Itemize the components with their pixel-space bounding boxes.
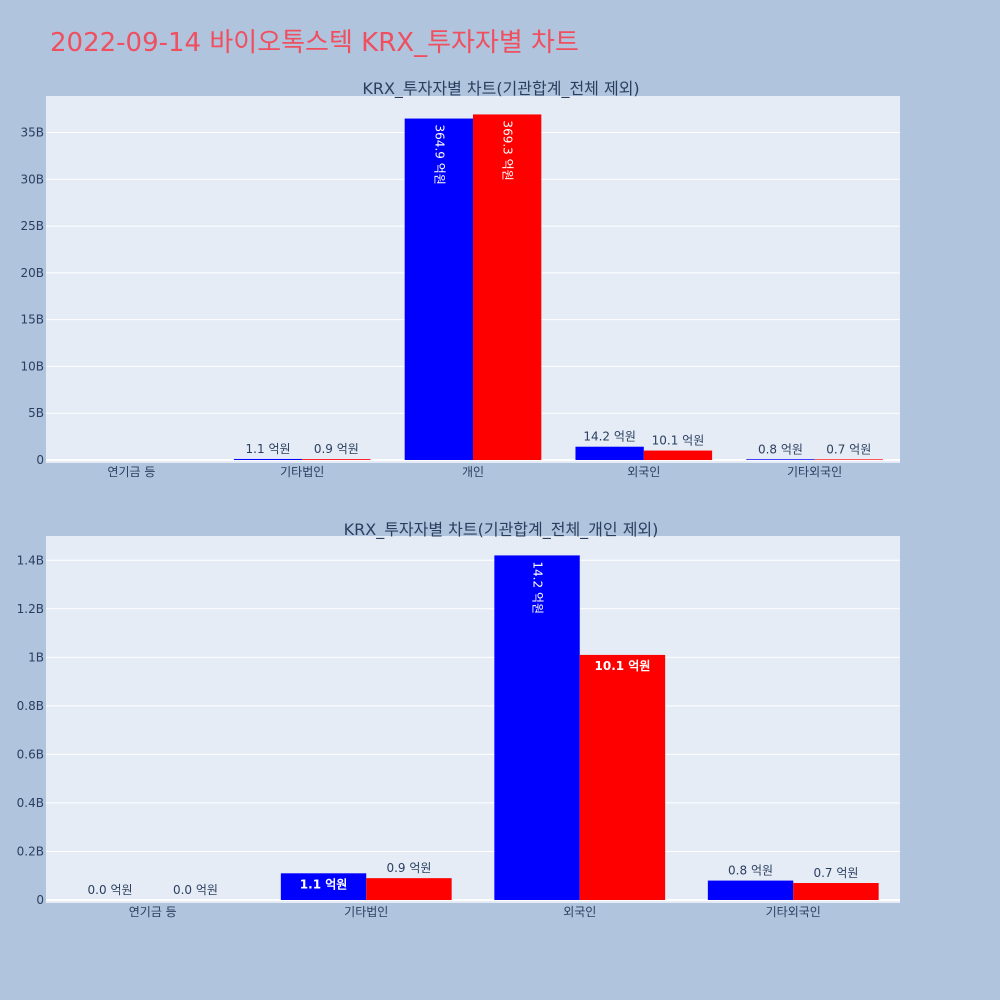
page-title: 2022-09-14 바이오톡스텍 KRX_투자자별 차트	[50, 28, 579, 58]
y-tick-label: 0.2B	[17, 844, 44, 858]
plot-area	[46, 536, 900, 903]
y-tick-label: 15B	[20, 313, 44, 327]
bar	[707, 880, 794, 900]
y-tick-label: 0.4B	[17, 796, 44, 810]
bar	[746, 459, 815, 460]
y-tick-label: 10B	[20, 359, 44, 373]
x-tick-label: 외국인	[627, 465, 660, 479]
bar	[233, 458, 303, 460]
bar	[473, 114, 542, 460]
bar-value-label: 10.1 억원	[652, 434, 705, 448]
chart-title: KRX_투자자별 차트(기관합계_전체 제외)	[362, 79, 639, 99]
bar-value-label: 10.1 억원	[595, 659, 651, 673]
y-tick-label: 30B	[20, 172, 44, 186]
x-tick-label: 연기금 등	[107, 465, 155, 479]
x-tick-label: 기타외국인	[787, 465, 842, 479]
bar-value-label: 0.8 억원	[758, 442, 803, 456]
x-tick-label: 연기금 등	[129, 905, 177, 919]
bar-value-label: 1.1 억원	[246, 442, 291, 456]
y-tick-label: 35B	[20, 125, 44, 139]
bar-value-label: 0.7 억원	[813, 866, 858, 880]
bar-value-label: 0.7 억원	[826, 442, 871, 456]
bar	[793, 883, 879, 900]
y-tick-label: 0.6B	[17, 747, 44, 761]
bar-value-label: 1.1 억원	[300, 877, 348, 891]
bar-value-label: 0.0 억원	[88, 883, 133, 897]
bar-value-label: 14.2 억원	[531, 561, 545, 614]
bar	[575, 446, 644, 460]
y-tick-label: 1B	[28, 650, 44, 664]
bar	[302, 459, 371, 460]
y-tick-label: 25B	[20, 219, 44, 233]
x-tick-label: 기타법인	[344, 905, 388, 919]
chart-title: KRX_투자자별 차트(기관합계_전체_개인 제외)	[344, 520, 659, 540]
bar	[404, 118, 473, 461]
chart-investors-all: 0 5B 10B 15B 20B 25B 30B 35B KRX_투자자별 차트(기관합계_전체…	[20, 79, 900, 479]
bar-value-label: 0.8 억원	[728, 864, 773, 878]
bar-value-label: 0.9 억원	[386, 861, 431, 875]
bar	[814, 459, 883, 460]
y-tick-label: 0	[36, 893, 44, 907]
bar	[579, 654, 666, 900]
y-tick-label: 0.8B	[17, 699, 44, 713]
y-tick-label: 0	[36, 453, 44, 467]
bar-value-label: 14.2 억원	[583, 430, 636, 444]
x-tick-label: 외국인	[563, 905, 596, 919]
bar-value-label: 0.0 억원	[173, 883, 218, 897]
y-tick-label: 5B	[28, 406, 44, 420]
x-tick-label: 기타외국인	[766, 905, 821, 919]
y-tick-label: 20B	[20, 266, 44, 280]
y-tick-label: 1.4B	[17, 553, 44, 567]
bar-value-label: 0.9 억원	[314, 442, 359, 456]
x-tick-label: 기타법인	[280, 465, 324, 479]
bar-value-label: 364.9 억원	[432, 125, 446, 185]
bar	[494, 555, 580, 900]
chart-investors-excl-individual: 0 0.2B 0.4B 0.6B 0.8B 1B 1.2B 1.4B KRX_투자자별 차트(기…	[17, 520, 900, 919]
bar-value-label: 369.3 억원	[501, 120, 515, 180]
bar	[643, 450, 713, 460]
x-tick-label: 개인	[462, 465, 484, 479]
y-tick-label: 1.2B	[17, 602, 44, 616]
bar	[366, 878, 452, 900]
bar	[280, 873, 367, 900]
